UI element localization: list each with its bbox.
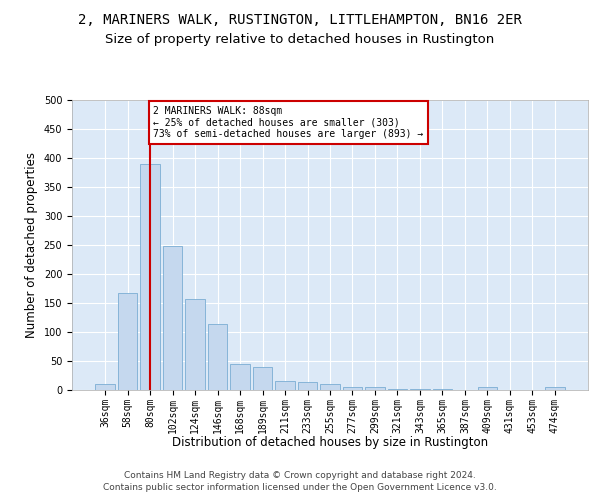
Bar — [253, 367, 272, 390]
Bar — [140, 164, 160, 390]
Bar — [118, 293, 137, 390]
Bar — [185, 299, 205, 390]
Text: Distribution of detached houses by size in Rustington: Distribution of detached houses by size … — [172, 436, 488, 449]
Bar — [343, 386, 362, 390]
Text: Size of property relative to detached houses in Rustington: Size of property relative to detached ho… — [106, 32, 494, 46]
Bar — [365, 387, 385, 390]
Bar — [208, 324, 227, 390]
Bar — [388, 389, 407, 390]
Bar — [545, 387, 565, 390]
Bar — [320, 384, 340, 390]
Bar — [478, 387, 497, 390]
Text: 2 MARINERS WALK: 88sqm
← 25% of detached houses are smaller (303)
73% of semi-de: 2 MARINERS WALK: 88sqm ← 25% of detached… — [154, 106, 424, 139]
Y-axis label: Number of detached properties: Number of detached properties — [25, 152, 38, 338]
Bar — [410, 389, 430, 390]
Bar — [230, 364, 250, 390]
Bar — [298, 382, 317, 390]
Text: Contains HM Land Registry data © Crown copyright and database right 2024.
Contai: Contains HM Land Registry data © Crown c… — [103, 471, 497, 492]
Bar — [95, 384, 115, 390]
Bar — [163, 246, 182, 390]
Text: 2, MARINERS WALK, RUSTINGTON, LITTLEHAMPTON, BN16 2ER: 2, MARINERS WALK, RUSTINGTON, LITTLEHAMP… — [78, 12, 522, 26]
Bar — [275, 380, 295, 390]
